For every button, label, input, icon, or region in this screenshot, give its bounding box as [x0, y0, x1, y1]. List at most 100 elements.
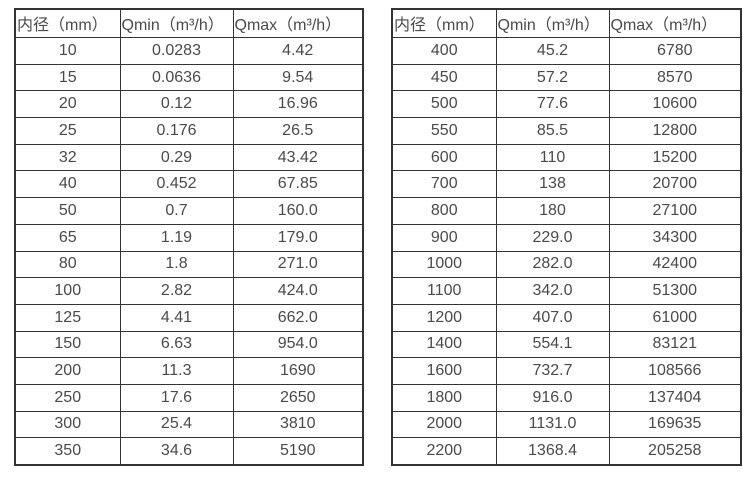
table-cell: 137404 [608, 383, 742, 412]
table-row: 350 34.6 5190 [14, 437, 364, 465]
table-cell: 83121 [608, 330, 742, 359]
table-cell: 1.19 [119, 223, 234, 252]
table-cell: 20700 [608, 170, 742, 199]
table-cell: 32 [14, 143, 121, 172]
table-cell: 300 [14, 410, 121, 439]
table-cell: 57.2 [495, 63, 610, 92]
table-cell: 65 [14, 223, 121, 252]
table-cell: 1.8 [119, 250, 234, 279]
table-cell: 160.0 [232, 197, 364, 225]
table-cell: 8570 [608, 63, 742, 92]
table-cell: 250 [14, 383, 121, 412]
tables-container: 内径（mm） Qmin（m³/h） Qmax（m³/h） 10 0.0283 4.42 1… [14, 8, 750, 466]
table-cell: 51300 [608, 277, 742, 305]
table-cell: 1690 [232, 357, 364, 385]
table-row: 65 1.19 179.0 [14, 223, 364, 252]
table-cell: 10600 [608, 90, 742, 119]
table-cell: 42400 [608, 250, 742, 279]
table-cell: 50 [14, 197, 121, 225]
column-header: Qmax（m³/h） [232, 8, 364, 38]
table-cell: 2000 [391, 410, 497, 439]
table-cell: 180 [495, 197, 610, 225]
table-cell: 80 [14, 250, 121, 279]
table-cell: 424.0 [232, 277, 364, 305]
table-cell: 732.7 [495, 357, 610, 385]
table-cell: 0.0283 [119, 37, 234, 65]
table-row: 600 110 15200 [391, 143, 742, 172]
table-row: 50 0.7 160.0 [14, 197, 364, 225]
table-row: 1200 407.0 61000 [391, 303, 742, 332]
table-cell: 0.176 [119, 117, 234, 145]
table-cell: 6780 [608, 37, 742, 65]
table-row: 250 17.6 2650 [14, 383, 364, 412]
table-row: 20 0.12 16.96 [14, 90, 364, 119]
table-cell: 400 [391, 37, 497, 65]
table-row: 700 138 20700 [391, 170, 742, 199]
table-header-row: 内径（mm） Qmin（m³/h） Qmax（m³/h） [391, 8, 742, 38]
column-header: 内径（mm） [391, 8, 497, 38]
table-cell: 800 [391, 197, 497, 225]
table-cell: 205258 [608, 437, 742, 465]
table-cell: 61000 [608, 303, 742, 332]
table-cell: 5190 [232, 437, 364, 465]
table-cell: 0.0636 [119, 63, 234, 92]
table-cell: 916.0 [495, 383, 610, 412]
table-cell: 1200 [391, 303, 497, 332]
table-cell: 229.0 [495, 223, 610, 252]
table-cell: 77.6 [495, 90, 610, 119]
table-cell: 271.0 [232, 250, 364, 279]
table-row: 2200 1368.4 205258 [391, 437, 742, 465]
table-cell: 20 [14, 90, 121, 119]
table-row: 1600 732.7 108566 [391, 357, 742, 385]
table-row: 550 85.5 12800 [391, 117, 742, 145]
table-cell: 1000 [391, 250, 497, 279]
table-cell: 179.0 [232, 223, 364, 252]
flow-range-table-small-diameters: 内径（mm） Qmin（m³/h） Qmax（m³/h） 10 0.0283 4.42 1… [14, 8, 364, 466]
table-cell: 9.54 [232, 63, 364, 92]
table-cell: 16.96 [232, 90, 364, 119]
table-cell: 25.4 [119, 410, 234, 439]
table-row: 200 11.3 1690 [14, 357, 364, 385]
table-cell: 1100 [391, 277, 497, 305]
table-row: 500 77.6 10600 [391, 90, 742, 119]
table-cell: 110 [495, 143, 610, 172]
table-cell: 12800 [608, 117, 742, 145]
table-cell: 4.41 [119, 303, 234, 332]
table-cell: 1400 [391, 330, 497, 359]
table-row: 900 229.0 34300 [391, 223, 742, 252]
table-body: 400 45.2 6780 450 57.2 8570 500 77.6 10600 550 85.… [391, 37, 742, 465]
table-cell: 34300 [608, 223, 742, 252]
table-row: 2000 1131.0 169635 [391, 410, 742, 439]
table-cell: 150 [14, 330, 121, 359]
column-header: Qmax（m³/h） [608, 8, 742, 38]
table-cell: 15 [14, 63, 121, 92]
table-cell: 1800 [391, 383, 497, 412]
table-cell: 26.5 [232, 117, 364, 145]
table-row: 15 0.0636 9.54 [14, 63, 364, 92]
table-cell: 138 [495, 170, 610, 199]
table-cell: 169635 [608, 410, 742, 439]
table-cell: 282.0 [495, 250, 610, 279]
table-cell: 0.12 [119, 90, 234, 119]
table-cell: 25 [14, 117, 121, 145]
table-cell: 550 [391, 117, 497, 145]
table-cell: 0.7 [119, 197, 234, 225]
table-row: 300 25.4 3810 [14, 410, 364, 439]
table-row: 32 0.29 43.42 [14, 143, 364, 172]
table-cell: 700 [391, 170, 497, 199]
column-header: Qmin（m³/h） [495, 8, 610, 38]
table-cell: 600 [391, 143, 497, 172]
table-cell: 0.452 [119, 170, 234, 199]
table-cell: 1368.4 [495, 437, 610, 465]
table-row: 25 0.176 26.5 [14, 117, 364, 145]
table-cell: 43.42 [232, 143, 364, 172]
table-cell: 4.42 [232, 37, 364, 65]
table-cell: 554.1 [495, 330, 610, 359]
table-cell: 1600 [391, 357, 497, 385]
table-row: 100 2.82 424.0 [14, 277, 364, 305]
table-cell: 15200 [608, 143, 742, 172]
table-cell: 125 [14, 303, 121, 332]
table-cell: 17.6 [119, 383, 234, 412]
table-cell: 85.5 [495, 117, 610, 145]
table-cell: 11.3 [119, 357, 234, 385]
